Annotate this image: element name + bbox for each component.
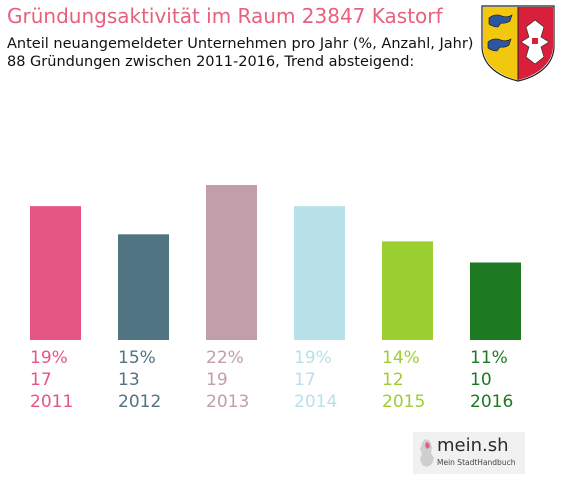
year-label-2015: 2015	[382, 392, 425, 412]
year-label-2014: 2014	[294, 392, 337, 412]
bar-2015	[382, 241, 433, 340]
bar-2016	[470, 262, 521, 340]
count-label-2015: 12	[382, 370, 404, 390]
count-label-2011: 17	[30, 370, 52, 390]
bar-2013	[206, 185, 257, 340]
percent-label-2016: 11%	[470, 348, 508, 368]
percent-label-2013: 22%	[206, 348, 244, 368]
bar-2012	[118, 234, 169, 340]
logo-tagline: Mein StadtHandbuch	[437, 458, 516, 467]
bar-2011	[30, 206, 81, 340]
bar-2014	[294, 206, 345, 340]
chart-subtitle: Anteil neuangemeldeter Unternehmen pro J…	[7, 35, 473, 71]
mein-sh-logo: mein.sh Mein StadtHandbuch	[413, 432, 525, 474]
percent-label-2012: 15%	[118, 348, 156, 368]
year-label-2016: 2016	[470, 392, 513, 412]
chart-title: Gründungsaktivität im Raum 23847 Kastorf	[7, 4, 443, 28]
germany-map-icon	[420, 439, 434, 467]
year-label-2011: 2011	[30, 392, 73, 412]
year-label-2012: 2012	[118, 392, 161, 412]
count-label-2014: 17	[294, 370, 316, 390]
percent-label-2015: 14%	[382, 348, 420, 368]
count-label-2012: 13	[118, 370, 140, 390]
subtitle-line-2: 88 Gründungen zwischen 2011-2016, Trend …	[7, 54, 415, 70]
bar-chart: 19%17201115%13201222%19201319%17201414%1…	[30, 185, 521, 412]
year-label-2013: 2013	[206, 392, 249, 412]
count-label-2016: 10	[470, 370, 492, 390]
subtitle-line-1: Anteil neuangemeldeter Unternehmen pro J…	[7, 36, 474, 52]
percent-label-2014: 19%	[294, 348, 332, 368]
coat-of-arms-icon	[481, 5, 555, 82]
percent-label-2011: 19%	[30, 348, 68, 368]
count-label-2013: 19	[206, 370, 228, 390]
logo-text: mein.sh	[437, 435, 509, 456]
